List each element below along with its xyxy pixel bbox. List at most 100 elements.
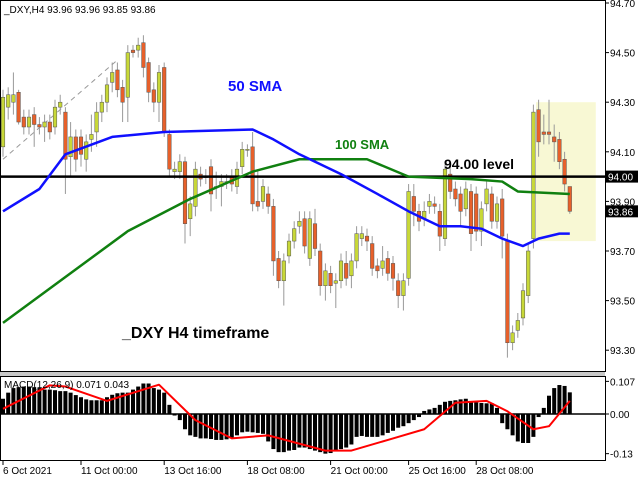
candle-body <box>47 121 52 133</box>
macd-bar <box>58 391 63 414</box>
candle <box>208 159 214 212</box>
candle <box>302 211 307 254</box>
candle <box>162 62 167 137</box>
macd-bar <box>198 414 203 439</box>
candle <box>546 99 552 145</box>
candle <box>494 196 500 229</box>
macd-bar <box>411 414 416 421</box>
candle-body <box>344 263 349 279</box>
macd-bar <box>479 403 484 414</box>
macd-bar <box>484 403 489 414</box>
candle <box>333 273 338 309</box>
macd-bar <box>245 414 250 432</box>
candle-body <box>318 250 323 286</box>
candle-body <box>520 290 526 319</box>
candle-body <box>276 258 281 282</box>
candle <box>541 114 546 145</box>
price-tick-label: 93.90 <box>610 197 635 208</box>
timeframe-annotation: _DXY H4 timeframe <box>121 325 269 342</box>
macd-bar <box>417 414 421 418</box>
candle <box>552 124 557 162</box>
candle-body <box>458 193 463 212</box>
candle <box>260 179 266 209</box>
candle <box>432 196 437 214</box>
macd-bar <box>365 414 369 437</box>
candle-body <box>562 158 567 185</box>
pane-separator <box>0 372 605 376</box>
candle <box>323 263 328 301</box>
candle <box>146 57 151 103</box>
candle <box>297 211 302 234</box>
price-pane <box>0 0 606 372</box>
candle <box>276 251 281 289</box>
candle <box>104 77 110 113</box>
candle <box>136 37 141 58</box>
candle <box>245 144 250 157</box>
candle-body <box>557 139 562 162</box>
candle <box>359 226 364 247</box>
candle <box>156 65 162 123</box>
macd-bar <box>526 414 531 443</box>
candle <box>354 226 359 269</box>
macd-bar <box>73 395 78 414</box>
macd-bar <box>94 400 99 414</box>
candle <box>489 186 494 229</box>
candle-body <box>37 124 42 128</box>
macd-bar <box>443 401 447 414</box>
candle-body <box>167 134 172 170</box>
macd-bar <box>120 392 125 414</box>
macd-bar <box>536 414 541 418</box>
macd-bar <box>224 414 229 440</box>
macd-bar <box>354 414 359 437</box>
macd-bar <box>53 390 57 414</box>
macd-bar <box>323 414 328 454</box>
macd-bar <box>469 401 473 414</box>
candle-body <box>177 161 182 172</box>
candle <box>266 186 271 214</box>
candle <box>375 258 380 279</box>
candle <box>349 253 354 289</box>
macd-bar <box>302 414 307 448</box>
macd-bar <box>391 414 395 431</box>
candle-body <box>99 101 104 113</box>
macd-bar <box>458 399 463 414</box>
candle-body <box>84 141 89 160</box>
candle-body <box>78 136 84 155</box>
sma100-line <box>2 157 570 324</box>
candle-body <box>26 116 32 128</box>
candle-body <box>193 168 198 207</box>
macd-bar <box>422 410 427 414</box>
macd-bar <box>541 407 546 414</box>
candle-body <box>286 240 292 257</box>
macd-bar <box>250 414 255 433</box>
candle <box>500 189 505 259</box>
candle-body <box>359 233 364 239</box>
macd-bar <box>531 414 536 437</box>
macd-bar <box>1 398 5 414</box>
candle <box>0 89 6 157</box>
candle-body <box>266 193 271 207</box>
candle <box>177 154 182 180</box>
candle <box>380 246 385 276</box>
candle-body <box>396 280 401 296</box>
macd-bar <box>183 414 187 430</box>
candle-body <box>63 111 68 160</box>
candle-body <box>500 198 505 237</box>
macd-label: MACD(12,26,9) 0.071 0.043 <box>4 380 130 391</box>
macd-bar <box>307 414 312 450</box>
sma100-annotation: 100 SMA <box>335 137 390 152</box>
candle-body <box>292 228 297 242</box>
candle-body <box>104 84 110 103</box>
candle <box>99 94 104 123</box>
macd-bar <box>110 394 115 414</box>
candle-body <box>463 188 468 210</box>
candle <box>463 181 468 217</box>
candle <box>385 251 390 281</box>
candle-body <box>130 49 136 53</box>
macd-bar <box>146 383 151 414</box>
candle-body <box>136 44 141 51</box>
candle <box>47 114 52 140</box>
macd-bar <box>359 414 364 436</box>
macd-bar <box>136 386 141 414</box>
macd-bar <box>474 402 479 414</box>
